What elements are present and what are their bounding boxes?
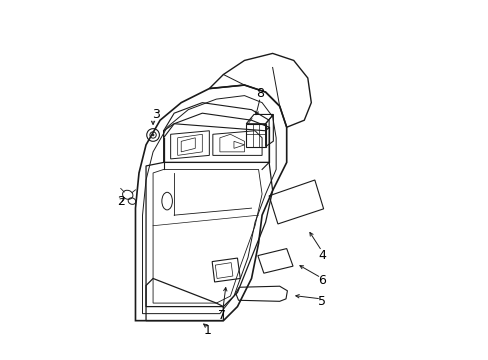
Text: 7: 7 (217, 309, 225, 322)
Text: 5: 5 (317, 295, 325, 308)
Text: 4: 4 (317, 249, 325, 262)
Text: 6: 6 (317, 274, 325, 287)
Text: 3: 3 (152, 108, 160, 121)
Ellipse shape (152, 134, 154, 136)
Text: 8: 8 (256, 87, 264, 100)
Text: 2: 2 (117, 195, 124, 208)
Text: 1: 1 (203, 324, 211, 337)
